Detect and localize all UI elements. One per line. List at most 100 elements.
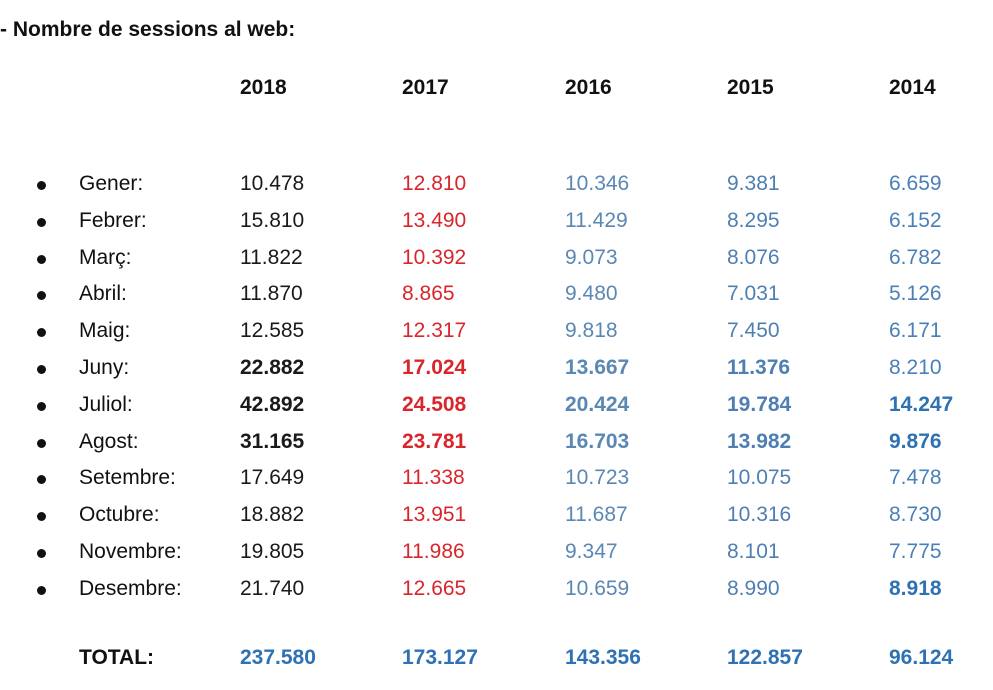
bullet-icon — [37, 328, 46, 338]
value-2017: 12.665 — [402, 576, 467, 600]
bullet-icon — [37, 401, 46, 411]
total-label: TOTAL: — [79, 646, 155, 669]
value-2015: 7.031 — [727, 282, 780, 306]
bullet-icon — [37, 365, 46, 374]
month-label: Octubre: — [79, 503, 160, 527]
page-title: - Nombre de sessions al web: — [0, 18, 295, 42]
month-label: Febrer: — [79, 208, 147, 232]
month-label: Abril: — [79, 282, 127, 306]
year-header-2018: 2018 — [240, 76, 287, 99]
value-2014: 6.782 — [889, 245, 942, 269]
value-2018: 22.882 — [240, 356, 305, 379]
year-header-2014: 2014 — [889, 76, 936, 99]
total-2018: 237.580 — [240, 646, 316, 669]
table-row: Setembre: 17.649 11.338 10.723 10.075 7.478 — [0, 462, 993, 498]
value-2015: 8.990 — [727, 576, 780, 600]
table-row: Abril: 11.870 8.865 9.480 7.031 5.126 — [0, 278, 993, 314]
value-2014: 8.210 — [889, 356, 942, 379]
value-2018: 11.870 — [240, 282, 303, 306]
month-label: Setembre: — [79, 466, 176, 490]
month-label: Agost: — [79, 429, 139, 453]
month-label: Maig: — [79, 319, 131, 343]
value-2016: 9.480 — [565, 282, 618, 306]
table-row: Octubre: 18.882 13.951 11.687 10.316 8.730 — [0, 499, 993, 535]
table-row: Juny: 22.882 17.024 13.667 11.376 8.210 — [0, 352, 993, 388]
value-2017: 12.810 — [402, 172, 467, 195]
month-label: Març: — [79, 245, 132, 269]
value-2014: 6.171 — [889, 319, 942, 343]
page-title-text: - Nombre de sessions al web: — [0, 18, 296, 41]
value-2017: 13.951 — [402, 503, 467, 527]
value-2017: 11.986 — [402, 540, 465, 563]
value-2015: 10.316 — [727, 503, 792, 527]
value-2015: 9.381 — [727, 172, 780, 195]
value-2015: 19.784 — [727, 392, 792, 416]
total-2014: 96.124 — [889, 646, 954, 669]
value-2014: 7.775 — [889, 540, 942, 563]
value-2018: 31.165 — [240, 429, 305, 453]
value-2014: 8.918 — [889, 576, 942, 600]
value-2018: 11.822 — [240, 245, 303, 269]
value-2018: 42.892 — [240, 392, 305, 416]
value-2016: 10.723 — [565, 466, 630, 490]
value-2016: 9.073 — [565, 245, 618, 269]
value-2016: 11.687 — [565, 503, 628, 527]
value-2017: 12.317 — [402, 319, 467, 343]
value-2016: 20.424 — [565, 392, 630, 416]
value-2018: 12.585 — [240, 319, 305, 343]
table-row: Març: 11.822 10.392 9.073 8.076 6.782 — [0, 242, 993, 278]
value-2015: 13.982 — [727, 429, 792, 453]
bullet-icon — [37, 438, 46, 448]
table-row: Agost: 31.165 23.781 16.703 13.982 9.876 — [0, 426, 993, 462]
year-header-2015: 2015 — [727, 76, 774, 99]
table-row: Juliol: 42.892 24.508 20.424 19.784 14.247 — [0, 389, 993, 425]
value-2015: 10.075 — [727, 466, 792, 490]
value-2014: 8.730 — [889, 503, 942, 527]
bullet-icon — [37, 254, 46, 264]
month-label: Novembre: — [79, 540, 182, 563]
month-label: Juny: — [79, 356, 130, 379]
value-2014: 14.247 — [889, 392, 954, 416]
value-2016: 10.346 — [565, 172, 630, 195]
value-2015: 8.076 — [727, 245, 780, 269]
bullet-icon — [37, 217, 46, 227]
value-2014: 6.152 — [889, 208, 942, 232]
value-2018: 19.805 — [240, 540, 305, 563]
bullet-icon — [37, 291, 46, 301]
value-2016: 9.818 — [565, 319, 618, 343]
bullet-icon — [37, 181, 46, 190]
value-2018: 18.882 — [240, 503, 305, 527]
value-2014: 6.659 — [889, 172, 942, 195]
value-2016: 13.667 — [565, 356, 630, 379]
bullet-icon — [37, 512, 46, 522]
bullet-icon — [37, 549, 46, 558]
value-2016: 16.703 — [565, 429, 630, 453]
value-2017: 11.338 — [402, 466, 465, 490]
value-2017: 13.490 — [402, 208, 467, 232]
total-2016: 143.356 — [565, 646, 641, 669]
value-2017: 8.865 — [402, 282, 455, 306]
value-2015: 7.450 — [727, 319, 780, 343]
year-header-2016: 2016 — [565, 76, 612, 99]
table-row: Gener: 10.478 12.810 10.346 9.381 6.659 — [0, 168, 993, 204]
table-row: Febrer: 15.810 13.490 11.429 8.295 6.152 — [0, 205, 993, 241]
total-2015: 122.857 — [727, 646, 803, 669]
value-2016: 10.659 — [565, 576, 630, 600]
value-2017: 17.024 — [402, 356, 467, 379]
value-2016: 9.347 — [565, 540, 618, 563]
value-2017: 23.781 — [402, 429, 467, 453]
table-row: Novembre: 19.805 11.986 9.347 8.101 7.775 — [0, 536, 993, 572]
table-row: Desembre: 21.740 12.665 10.659 8.990 8.918 — [0, 573, 993, 609]
value-2017: 10.392 — [402, 245, 467, 269]
total-2017: 173.127 — [402, 646, 478, 669]
value-2018: 17.649 — [240, 466, 305, 490]
total-row: TOTAL: 237.580 173.127 143.356 122.857 9… — [0, 642, 993, 678]
month-label: Gener: — [79, 172, 144, 195]
value-2014: 5.126 — [889, 282, 942, 306]
bullet-icon — [37, 585, 46, 595]
value-2015: 11.376 — [727, 356, 791, 379]
value-2018: 10.478 — [240, 172, 305, 195]
value-2016: 11.429 — [565, 208, 628, 232]
table-row: Maig: 12.585 12.317 9.818 7.450 6.171 — [0, 315, 993, 351]
bullet-icon — [37, 475, 46, 485]
